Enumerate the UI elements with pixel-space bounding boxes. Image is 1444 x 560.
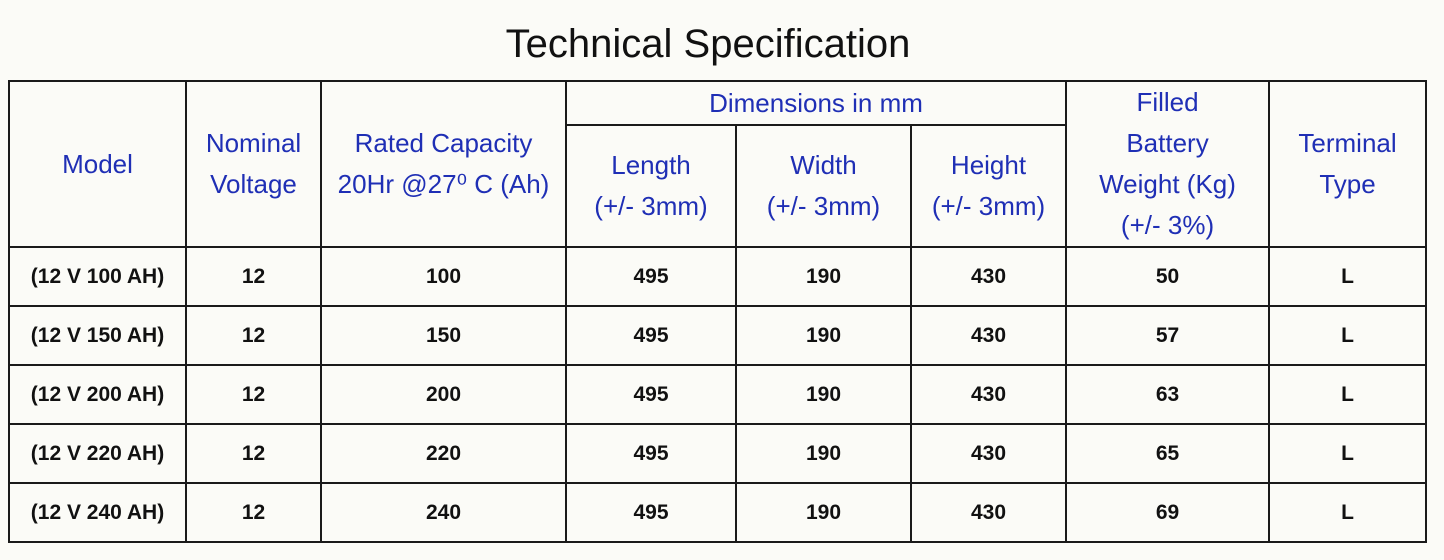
header-cell: Dimensions in mm bbox=[564, 79, 1068, 127]
header-cell: Width (+/- 3mm) bbox=[735, 124, 912, 248]
header-text: Filled bbox=[1136, 87, 1199, 117]
header-text: (+/- 3mm) bbox=[594, 191, 708, 222]
table-cell: 430 bbox=[909, 423, 1068, 484]
table-body: (12 V 100 AH) 12 100 495 190 430 50 L (12 V 150 … bbox=[8, 246, 1428, 543]
table-cell: 190 bbox=[735, 364, 912, 425]
table-cell: 12 bbox=[185, 246, 322, 307]
table-cell: 69 bbox=[1065, 482, 1271, 543]
header-text: Length bbox=[611, 150, 691, 181]
header-text: Width bbox=[790, 150, 857, 181]
table-cell: 495 bbox=[565, 423, 737, 484]
table-cell: 12 bbox=[185, 305, 322, 366]
table-cell: 430 bbox=[909, 482, 1068, 543]
table-cell: L bbox=[1268, 305, 1428, 366]
header-text: Voltage bbox=[210, 169, 297, 199]
table-cell: 50 bbox=[1065, 246, 1271, 307]
header-cell: Terminal Type bbox=[1268, 80, 1428, 248]
header-cell: Rated Capacity 20Hr @27⁰ C (Ah) bbox=[320, 80, 567, 248]
table-row: (12 V 240 AH) 12 240 495 190 430 69 L bbox=[8, 482, 1428, 543]
header-text: Height bbox=[950, 150, 1027, 181]
header-cell: Nominal Voltage bbox=[185, 80, 322, 248]
header-cell: Length (+/- 3mm) bbox=[565, 124, 737, 248]
header-cell: Model bbox=[8, 80, 187, 248]
header-text: (+/- 3mm) bbox=[766, 191, 881, 222]
table-cell: L bbox=[1268, 364, 1428, 425]
table-cell: 12 bbox=[185, 423, 322, 484]
table-cell: (12 V 220 AH) bbox=[8, 423, 187, 484]
table-cell: 495 bbox=[565, 482, 737, 543]
table-cell: 190 bbox=[735, 482, 912, 543]
header-text: Model bbox=[62, 148, 133, 179]
table-cell: 63 bbox=[1065, 364, 1271, 425]
table-cell: 220 bbox=[320, 423, 567, 484]
header-text: Nominal bbox=[205, 128, 302, 158]
header-text: Type bbox=[1319, 169, 1376, 199]
table-cell: 200 bbox=[320, 364, 567, 425]
table-row: (12 V 220 AH) 12 220 495 190 430 65 L bbox=[8, 423, 1428, 484]
table-cell: 495 bbox=[565, 364, 737, 425]
table-cell: 150 bbox=[320, 305, 567, 366]
header-text: Rated Capacity bbox=[354, 128, 533, 158]
header-text: Weight (Kg) bbox=[1099, 169, 1236, 199]
table-row: (12 V 200 AH) 12 200 495 190 430 63 L bbox=[8, 364, 1428, 425]
header-text: Terminal bbox=[1298, 128, 1397, 158]
table-row: (12 V 100 AH) 12 100 495 190 430 50 L bbox=[8, 246, 1428, 307]
table-cell: (12 V 200 AH) bbox=[8, 364, 187, 425]
table-cell: L bbox=[1268, 246, 1428, 307]
header-text: 20Hr @27⁰ C (Ah) bbox=[337, 169, 550, 199]
table-cell: L bbox=[1268, 482, 1428, 543]
table-cell: 57 bbox=[1065, 305, 1271, 366]
table-cell: 190 bbox=[735, 246, 912, 307]
table-cell: 430 bbox=[909, 364, 1068, 425]
table-cell: (12 V 150 AH) bbox=[8, 305, 187, 366]
spec-table: Model Nominal Voltage Rated Capacity 20Hr … bbox=[8, 79, 1428, 543]
header-text: (+/- 3%) bbox=[1120, 210, 1215, 240]
header-cell: Height (+/- 3mm) bbox=[909, 124, 1068, 248]
table-cell: 190 bbox=[735, 305, 912, 366]
table-cell: 12 bbox=[185, 364, 322, 425]
header-text: Battery bbox=[1126, 128, 1209, 158]
table-cell: 495 bbox=[565, 246, 737, 307]
table-cell: 190 bbox=[735, 423, 912, 484]
table-cell: 100 bbox=[320, 246, 567, 307]
table-cell: 430 bbox=[909, 305, 1068, 366]
header-text: Dimensions in mm bbox=[709, 87, 923, 118]
table-cell: 240 bbox=[320, 482, 567, 543]
table-cell: 495 bbox=[565, 305, 737, 366]
table-cell: 12 bbox=[185, 482, 322, 543]
header-cell: Filled Battery Weight (Kg) (+/- 3%) bbox=[1065, 80, 1271, 248]
table-cell: (12 V 240 AH) bbox=[8, 482, 187, 543]
table-row: (12 V 150 AH) 12 150 495 190 430 57 L bbox=[8, 305, 1428, 366]
header-text: (+/- 3mm) bbox=[931, 191, 1046, 222]
table-cell: 65 bbox=[1065, 423, 1271, 484]
table-cell: L bbox=[1268, 423, 1428, 484]
title: Technical Specification bbox=[505, 22, 911, 66]
table-cell: 430 bbox=[909, 246, 1068, 307]
table-cell: (12 V 100 AH) bbox=[8, 246, 187, 307]
